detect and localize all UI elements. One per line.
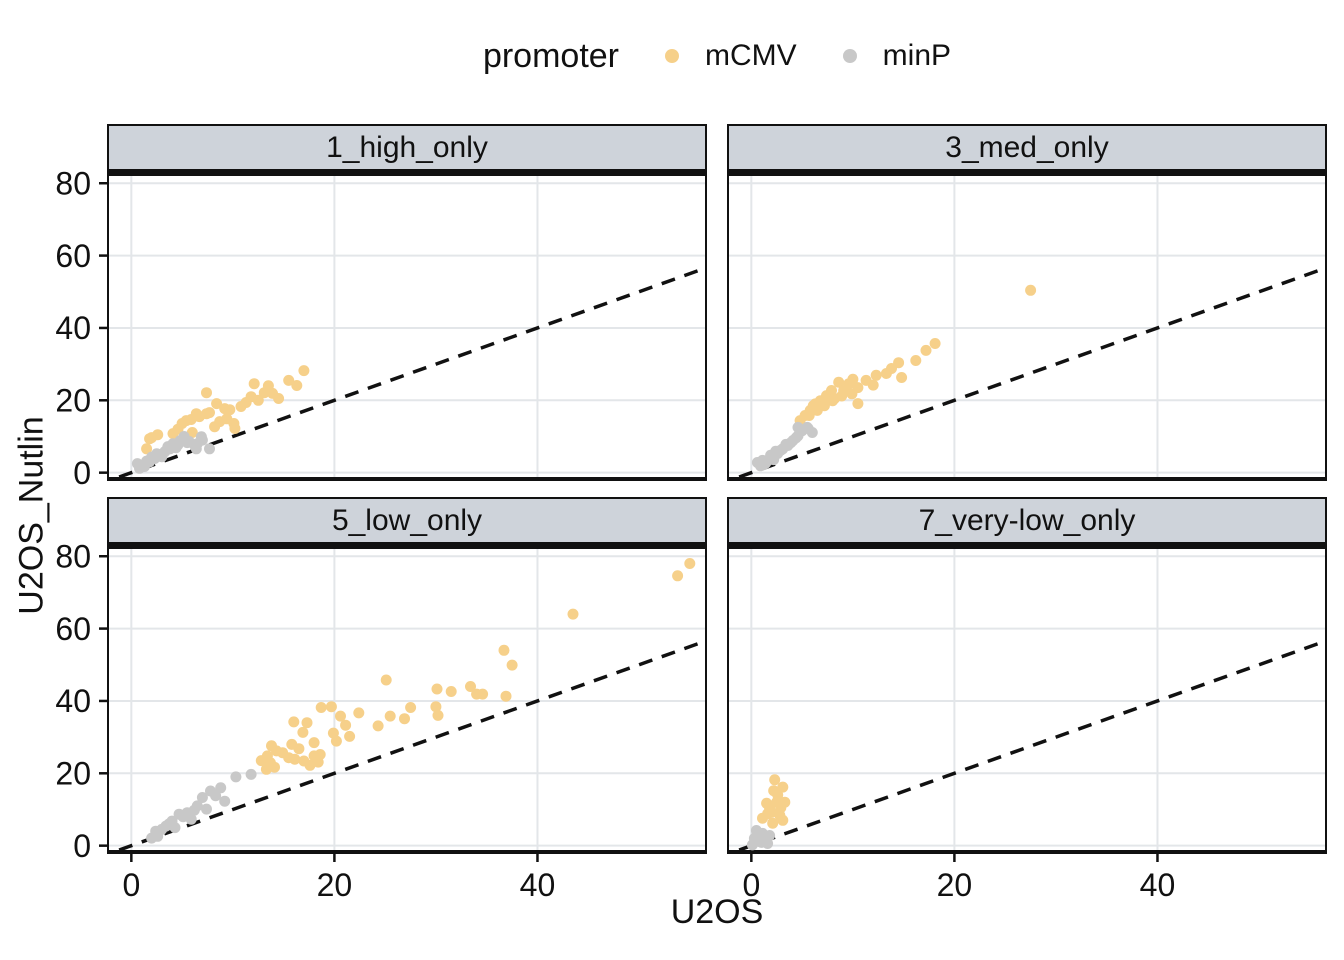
x-axis-title: U2OS	[670, 893, 764, 931]
legend-item-mcmv: mCMV	[665, 39, 797, 73]
legend-label-minp: minP	[882, 39, 952, 72]
svg-text:40: 40	[520, 867, 556, 903]
facet-strip-label: 7_very-low_only	[918, 503, 1136, 537]
svg-text:60: 60	[55, 238, 91, 274]
svg-text:20: 20	[317, 867, 353, 903]
svg-text:60: 60	[55, 611, 91, 647]
scatter-plot-7-very-low-only: 0 20 40	[729, 549, 1326, 903]
facet-strip-label: 3_med_only	[945, 130, 1109, 164]
facet-strip-1-high-only: 1_high_only	[107, 124, 707, 171]
panel-3-med-only	[727, 171, 1327, 481]
scatter-plot-1-high-only: 0 20 40 60 80	[55, 165, 706, 491]
facet-strip-3-med-only: 3_med_only	[727, 124, 1327, 171]
svg-text:80: 80	[55, 538, 91, 574]
facet-strip-label: 1_high_only	[326, 130, 488, 164]
scatter-plot-3-med-only	[729, 176, 1326, 479]
minp-point-icon	[842, 49, 857, 63]
svg-text:20: 20	[55, 383, 91, 419]
y-axis-title: U2OS_Nutlin	[12, 416, 51, 615]
panel-7-very-low-only: 0 20 40	[727, 544, 1327, 903]
legend: promoter mCMV minP	[107, 30, 1327, 82]
panel-1-high-only: 0 20 40 60 80	[55, 165, 707, 491]
legend-label-mcmv: mCMV	[705, 39, 797, 72]
scatter-plot-5-low-only: 0 20 40 60 80 0 20 40	[55, 538, 706, 903]
svg-text:20: 20	[55, 756, 91, 792]
svg-text:80: 80	[55, 165, 91, 201]
svg-text:0: 0	[122, 867, 140, 903]
mcmv-point-icon	[665, 49, 680, 63]
panel-5-low-only: 0 20 40 60 80 0 20 40	[55, 538, 707, 903]
svg-text:0: 0	[742, 867, 760, 903]
facet-strip-label: 5_low_only	[331, 503, 483, 537]
svg-text:40: 40	[55, 310, 91, 346]
svg-text:40: 40	[55, 683, 91, 719]
facet-strip-5-low-only: 5_low_only	[107, 497, 707, 544]
svg-text:40: 40	[1140, 867, 1176, 903]
svg-text:0: 0	[73, 455, 91, 491]
svg-text:0: 0	[73, 828, 91, 864]
svg-text:20: 20	[937, 867, 973, 903]
legend-item-minp: minP	[842, 39, 952, 73]
legend-title: promoter	[482, 36, 620, 75]
facet-strip-7-very-low-only: 7_very-low_only	[727, 497, 1327, 544]
